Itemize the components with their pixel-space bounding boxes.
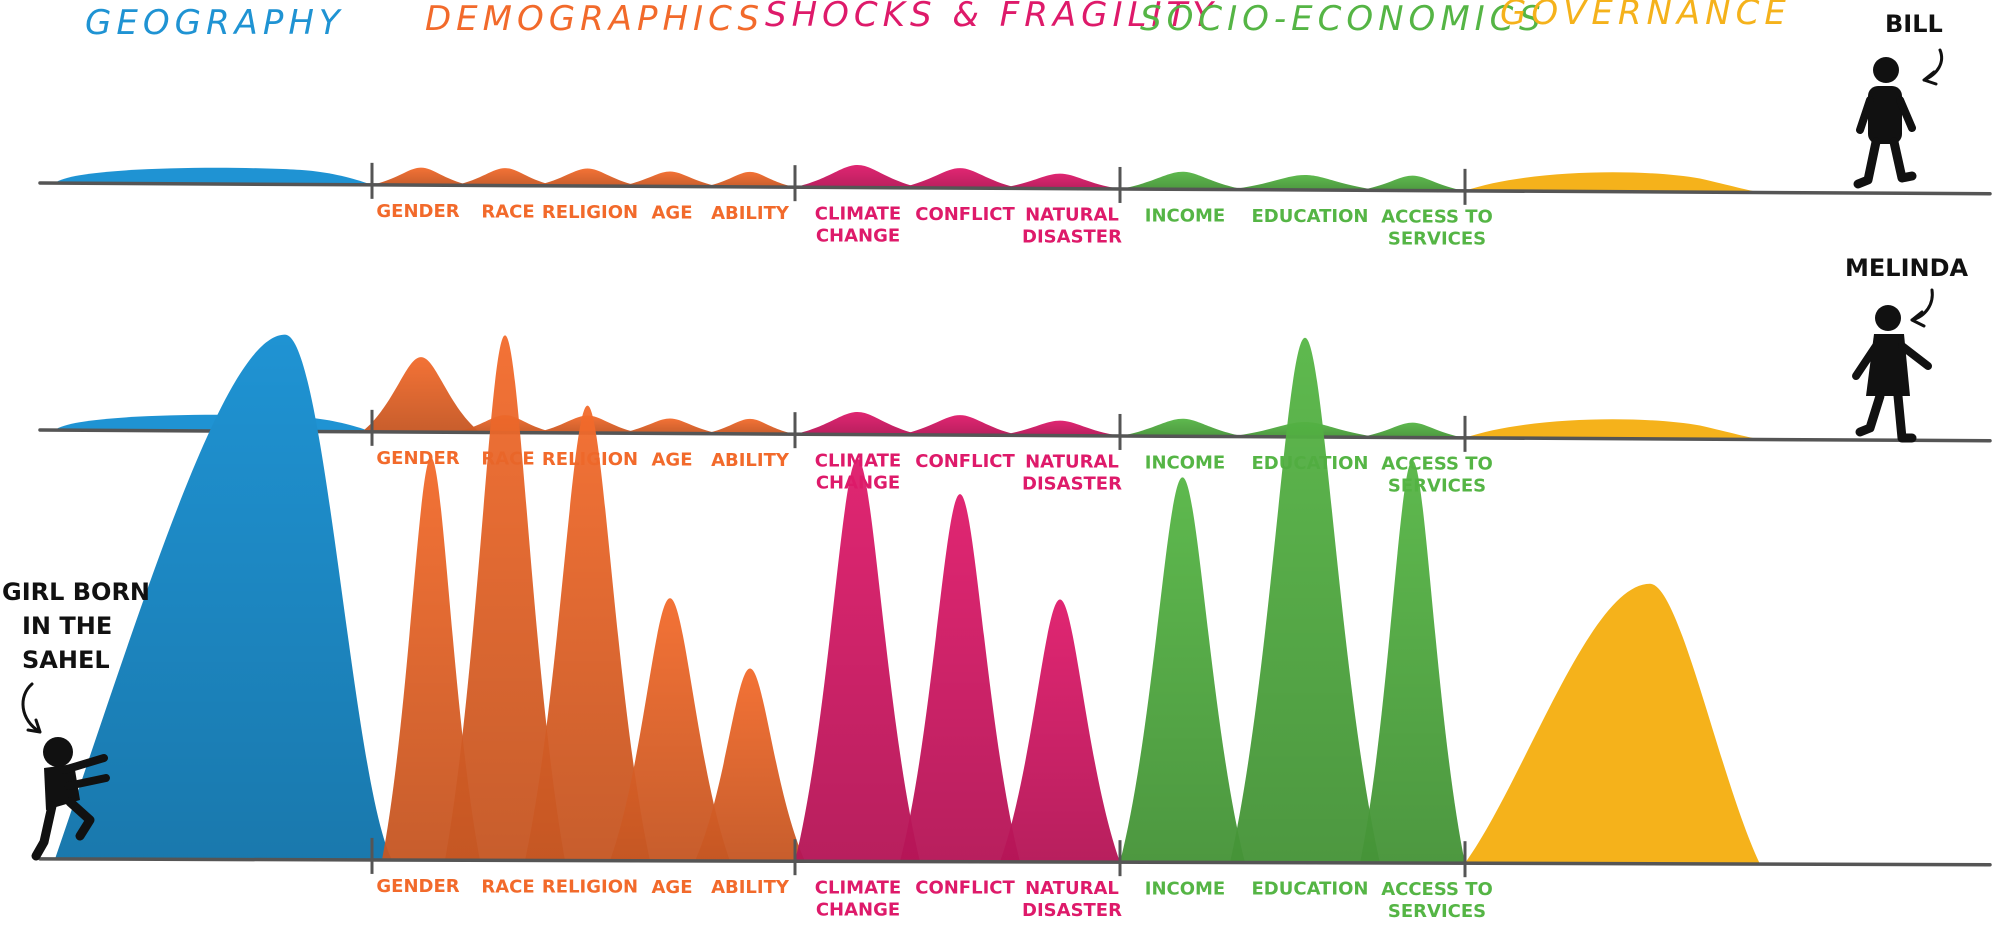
hump-age-shade [620, 418, 720, 434]
category-title-socio-economics: SOCIO-ECONOMICS [1140, 0, 1546, 39]
row-1: GENDER RACE RELIGION AGE ABILITY CLIMATECHANG… [38, 162, 1992, 250]
hump-age-shade [620, 171, 720, 187]
segment-label-services: SERVICES [1388, 229, 1486, 250]
segment-label-services: SERVICES [1388, 476, 1486, 497]
segment-label-income: INCOME [1145, 205, 1225, 226]
person-label-girl-line-1: GIRL BORN [2, 578, 150, 606]
segment-label-access-to: ACCESS TO [1381, 207, 1493, 228]
segment-label-access-to: ACCESS TO [1381, 879, 1493, 900]
ground-line [38, 857, 1992, 867]
segment-label-education: EDUCATION [1252, 206, 1369, 227]
hump-conflict-shade [900, 168, 1020, 189]
segment-label-access-to: ACCESS TO [1381, 454, 1493, 475]
hump-natural-shade [1000, 173, 1120, 189]
hump-ability-shade [695, 668, 805, 862]
segment-label-conflict: CONFLICT [915, 451, 1015, 472]
hump-education-shade [1230, 337, 1380, 863]
hump-climate-shade [795, 165, 920, 188]
segment-label-age: AGE [651, 449, 692, 470]
hump-race-shade [455, 168, 555, 186]
person-label-bill: BILL [1885, 10, 1943, 38]
hump-education-shade [1230, 174, 1380, 191]
person-label-girl-line-2: IN THE [22, 612, 112, 640]
hump-climate-shade [795, 458, 920, 862]
hump-governance [1465, 583, 1760, 865]
hump-natural-shade [1000, 420, 1120, 436]
segment-label-race: RACE [481, 202, 534, 223]
hump-governance [1465, 419, 1760, 440]
hump-conflict-shade [900, 415, 1020, 436]
segment-label-conflict: CONFLICT [915, 878, 1015, 899]
hump-religion-shade [535, 168, 640, 187]
segment-label-gender: GENDER [376, 201, 459, 222]
segment-label-disaster: DISASTER [1022, 900, 1122, 921]
hump-geography-shade [55, 334, 392, 860]
segment-label-age: AGE [651, 202, 692, 223]
segment-label-change: CHANGE [816, 226, 900, 247]
bill-arrow-icon [1922, 48, 1944, 86]
hump-ability-shade [705, 418, 795, 435]
segment-label-income: INCOME [1145, 878, 1225, 899]
hump-income-shade [1120, 418, 1245, 437]
ground-line [38, 428, 1992, 443]
segment-label-religion: RELIGION [542, 877, 638, 898]
melinda-arrow-icon [1910, 288, 1934, 328]
hump-access-to-shade [1360, 460, 1465, 864]
bill-figure [1853, 57, 1917, 189]
segment-label-natural: NATURAL [1025, 452, 1119, 473]
hump-conflict-shade [900, 494, 1020, 862]
segment-label-gender: GENDER [376, 876, 459, 897]
ground-line [38, 181, 1992, 196]
hump-natural-shade [1000, 599, 1120, 863]
row-3: GENDER RACE RELIGION AGE ABILITY CLIMATECHANG… [38, 334, 1992, 922]
segment-label-gender: GENDER [376, 448, 459, 469]
segment-label-ability: ABILITY [711, 877, 790, 898]
segment-label-race: RACE [481, 876, 534, 897]
hump-gender-shade [372, 167, 470, 186]
hump-religion-shade [525, 405, 650, 861]
segment-label-ability: ABILITY [711, 450, 790, 471]
person-label-girl-line-3: SAHEL [22, 646, 110, 674]
segment-label-disaster: DISASTER [1022, 227, 1122, 248]
segment-label-ability: ABILITY [711, 203, 790, 224]
hump-climate-shade [795, 412, 920, 435]
hump-age-shade [610, 598, 730, 861]
segment-label-climate: CLIMATE [815, 877, 901, 898]
category-titles: GEOGRAPHY DEMOGRAPHICS SHOCKS & FRAGILIT… [85, 0, 1791, 43]
category-title-governance: GOVERNANCE [1500, 0, 1791, 33]
row-2: GENDERRACERELIGIONAGEABILITYCLIMATECHANG… [38, 357, 1992, 497]
segment-label-religion: RELIGION [542, 202, 638, 223]
hump-gender-shade [362, 357, 480, 433]
hump-gender-shade [382, 457, 480, 861]
rows: GENDER RACE RELIGION AGE ABILITY CLIMATECHANG… [38, 162, 1992, 922]
hump-access-to-shade [1360, 175, 1465, 191]
hump-income-shade [1120, 171, 1245, 190]
hump-ability-shade [705, 171, 795, 188]
hump-income-shade [1120, 477, 1245, 863]
category-title-demographics: DEMOGRAPHICS [425, 0, 764, 39]
segment-label-services: SERVICES [1388, 901, 1486, 922]
hump-governance [1465, 172, 1760, 193]
person-label-melinda: MELINDA [1845, 254, 1969, 282]
segment-label-age: AGE [651, 877, 692, 898]
melinda-figure [1852, 305, 1932, 443]
girl-figure [31, 737, 110, 861]
segment-label-change: CHANGE [816, 899, 900, 920]
hump-race-shade [445, 335, 565, 861]
segment-label-natural: NATURAL [1025, 205, 1119, 226]
girl-arrow-icon [21, 682, 42, 734]
hump-geography [55, 167, 372, 185]
category-title-geography: GEOGRAPHY [85, 3, 345, 43]
segment-label-climate: CLIMATE [815, 204, 901, 225]
category-title-shocks-fragility: SHOCKS & FRAGILITY [765, 0, 1218, 35]
segment-label-natural: NATURAL [1025, 878, 1119, 899]
segment-label-income: INCOME [1145, 452, 1225, 473]
segment-label-disaster: DISASTER [1022, 474, 1122, 495]
segment-label-conflict: CONFLICT [915, 204, 1015, 225]
hump-access-to-shade [1360, 422, 1465, 438]
segment-label-education: EDUCATION [1252, 879, 1369, 900]
